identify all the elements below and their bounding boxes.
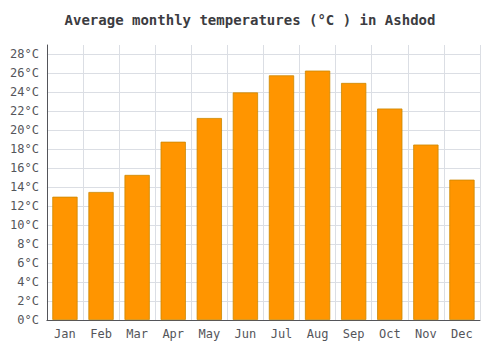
- svg-text:26°C: 26°C: [10, 66, 39, 80]
- svg-text:Feb: Feb: [90, 327, 112, 341]
- svg-text:2°C: 2°C: [17, 294, 39, 308]
- svg-text:20°C: 20°C: [10, 123, 39, 137]
- svg-text:18°C: 18°C: [10, 142, 39, 156]
- svg-text:8°C: 8°C: [17, 237, 39, 251]
- svg-text:Jun: Jun: [235, 327, 257, 341]
- svg-text:10°C: 10°C: [10, 218, 39, 232]
- svg-text:22°C: 22°C: [10, 104, 39, 118]
- svg-text:4°C: 4°C: [17, 275, 39, 289]
- svg-text:12°C: 12°C: [10, 199, 39, 213]
- svg-text:6°C: 6°C: [17, 256, 39, 270]
- svg-text:Jan: Jan: [54, 327, 76, 341]
- svg-text:Jul: Jul: [271, 327, 293, 341]
- svg-text:28°C: 28°C: [10, 47, 39, 61]
- svg-text:Aug: Aug: [307, 327, 329, 341]
- svg-text:14°C: 14°C: [10, 180, 39, 194]
- svg-text:Average monthly temperatures (: Average monthly temperatures (°C ) in As…: [65, 12, 436, 28]
- svg-text:0°C: 0°C: [17, 313, 39, 327]
- svg-text:16°C: 16°C: [10, 161, 39, 175]
- svg-text:Nov: Nov: [415, 327, 437, 341]
- svg-text:May: May: [198, 327, 220, 341]
- svg-text:Mar: Mar: [126, 327, 148, 341]
- svg-text:Dec: Dec: [451, 327, 473, 341]
- svg-text:24°C: 24°C: [10, 85, 39, 99]
- svg-text:Oct: Oct: [379, 327, 401, 341]
- svg-text:Apr: Apr: [162, 327, 184, 341]
- svg-text:Sep: Sep: [343, 327, 365, 341]
